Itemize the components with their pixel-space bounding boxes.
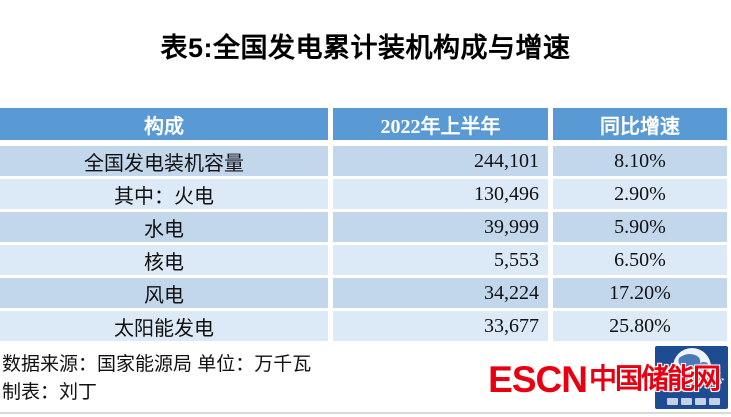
table-cell-value: 34,224: [333, 278, 548, 308]
table-cell-growth: 6.50%: [553, 245, 727, 275]
table-cell-label: 核电: [0, 245, 328, 275]
table-cell-growth: 25.80%: [553, 311, 727, 341]
escn-logo-latin: ESCN: [488, 358, 588, 400]
table-cell-label: 水电: [0, 212, 328, 242]
table-cell-value: 5,553: [333, 245, 548, 275]
table-cell-growth: 17.20%: [553, 278, 727, 308]
data-source-note: 数据来源：国家能源局 单位：万千瓦: [2, 354, 312, 375]
capacity-table: 构成 2022年上半年 同比增速 全国发电装机容量 244,101 8.10% …: [0, 108, 727, 341]
author-note: 制表：刘丁: [2, 382, 98, 403]
bottom-divider: [0, 412, 731, 414]
footer-notes: 数据来源：国家能源局 单位：万千瓦 制表：刘丁: [2, 351, 311, 407]
table-cell-label: 太阳能发电: [0, 311, 328, 341]
table-cell-label: 风电: [0, 278, 328, 308]
header-cell-period: 2022年上半年: [333, 108, 548, 143]
table-cell-value: 130,496: [333, 179, 548, 209]
table-cell-growth: 5.90%: [553, 212, 727, 242]
table-cell-growth: 8.10%: [553, 146, 727, 176]
page-title: 表5:全国发电累计装机构成与增速: [160, 33, 571, 63]
table-cell-value: 33,677: [333, 311, 548, 341]
escn-logo-text: ESCN 中国储能网: [488, 350, 721, 408]
table-cell-label: 全国发电装机容量: [0, 146, 328, 176]
header-cell-growth: 同比增速: [553, 108, 727, 143]
globe-icon: [655, 346, 728, 409]
table-cell-value: 244,101: [333, 146, 548, 176]
table-cell-value: 39,999: [333, 212, 548, 242]
header-cell-composition: 构成: [0, 108, 328, 143]
table-cell-label: 其中：火电: [0, 179, 328, 209]
escn-logo-cjk: 中国储能网: [588, 363, 721, 394]
escn-logo-mark: [655, 346, 728, 409]
table-cell-growth: 2.90%: [553, 179, 727, 209]
